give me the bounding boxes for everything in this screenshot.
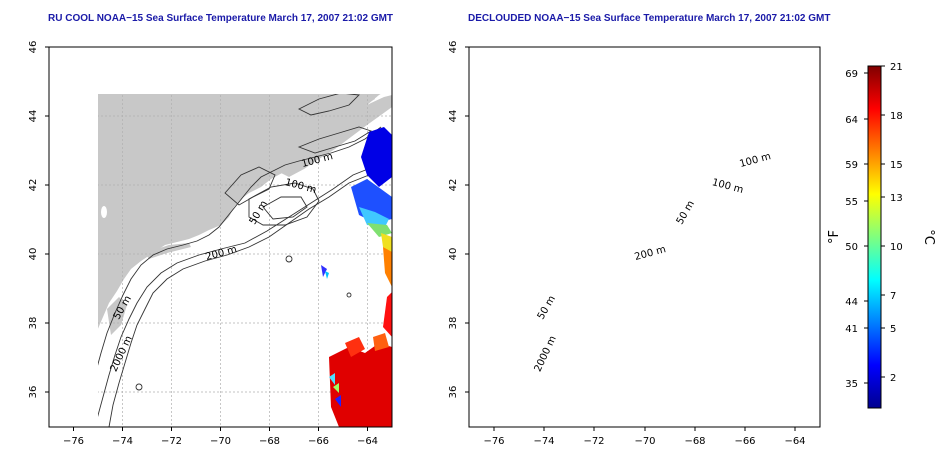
lat-tick-label: 46 — [28, 41, 39, 54]
right-map-title: DECLOUDED NOAA−15 Sea Surface Temperatur… — [468, 13, 831, 24]
lon-tick-label: −70 — [634, 436, 655, 447]
sst-colorbar: 69 64 59 55 50 44 41 35 21 18 15 13 10 7… — [827, 62, 936, 409]
lon-tick-label: −74 — [112, 436, 133, 447]
fahrenheit-tick-label: 35 — [845, 379, 858, 390]
lat-tick-label: 36 — [28, 386, 39, 399]
lat-tick-label: 42 — [448, 179, 459, 192]
celsius-axis-label: °C — [921, 229, 936, 245]
fahrenheit-tick-label: 41 — [845, 324, 858, 335]
lon-tick-label: −68 — [684, 436, 705, 447]
right-map: 100 m 100 m 50 m 200 m 50 m 2000 m — [468, 46, 821, 428]
fahrenheit-tick-label: 59 — [845, 160, 858, 171]
celsius-tick-label: 5 — [890, 324, 896, 335]
lon-tick-label: −64 — [357, 436, 378, 447]
lon-tick-label: −74 — [533, 436, 554, 447]
lat-tick-label: 44 — [448, 110, 459, 123]
left-map-title: RU COOL NOAA−15 Sea Surface Temperature … — [48, 13, 394, 24]
sst-data-left — [321, 127, 392, 427]
lat-tick-label: 40 — [448, 248, 459, 261]
axis-ticks — [45, 46, 796, 431]
lat-tick-label: 44 — [28, 110, 39, 123]
fahrenheit-tick-label: 50 — [845, 242, 858, 253]
fahrenheit-tick-label: 69 — [845, 69, 858, 80]
celsius-tick-label: 7 — [890, 291, 896, 302]
lat-tick-label: 42 — [28, 179, 39, 192]
lon-tick-label: −72 — [583, 436, 604, 447]
lat-tick-label: 36 — [448, 386, 459, 399]
celsius-tick-label: 13 — [890, 193, 903, 204]
lat-tick-label: 40 — [28, 248, 39, 261]
celsius-tick-label: 21 — [890, 62, 903, 73]
lon-tick-label: −76 — [63, 436, 84, 447]
lon-tick-label: −66 — [308, 436, 329, 447]
lon-tick-label: −64 — [784, 436, 805, 447]
fahrenheit-axis-label: °F — [827, 230, 842, 244]
celsius-tick-label: 18 — [890, 111, 903, 122]
lon-tick-label: −76 — [483, 436, 504, 447]
celsius-tick-label: 2 — [890, 373, 896, 384]
fahrenheit-tick-label: 64 — [845, 115, 858, 126]
celsius-tick-label: 15 — [890, 160, 903, 171]
lon-tick-label: −66 — [734, 436, 755, 447]
lon-tick-label: −72 — [161, 436, 182, 447]
lat-tick-label: 38 — [28, 317, 39, 330]
lon-tick-label: −68 — [259, 436, 280, 447]
fahrenheit-tick-label: 55 — [845, 197, 858, 208]
lon-tick-label: −70 — [210, 436, 231, 447]
lat-tick-label: 38 — [448, 317, 459, 330]
lat-tick-label: 46 — [448, 41, 459, 54]
left-map: 100 m 100 m 50 m 200 m 50 m 2000 m — [48, 46, 393, 428]
fahrenheit-tick-label: 44 — [845, 297, 858, 308]
celsius-tick-label: 10 — [890, 242, 903, 253]
